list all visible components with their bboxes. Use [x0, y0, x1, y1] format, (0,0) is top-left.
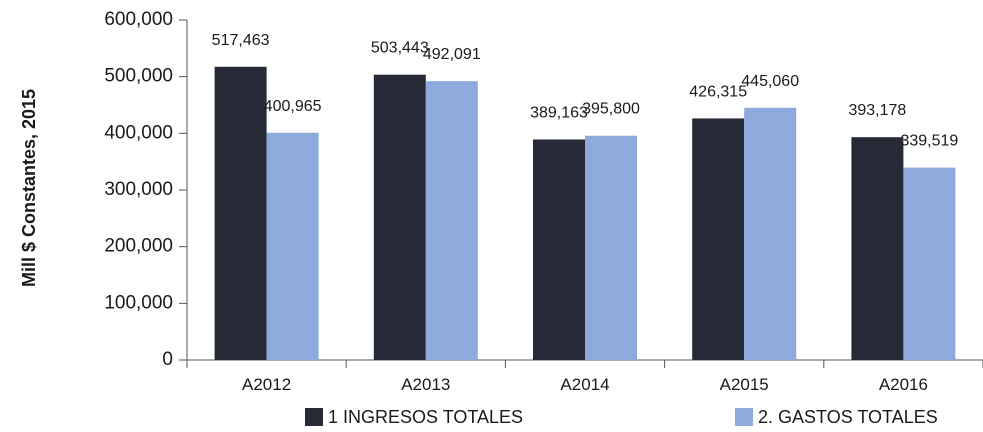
data-label: 400,965	[264, 98, 322, 115]
y-tick-label: 300,000	[104, 179, 173, 200]
data-label: 339,519	[900, 133, 958, 150]
data-label: 395,800	[582, 101, 640, 118]
bar	[373, 74, 426, 360]
y-axis-title: Mill $ Constantes, 2015	[19, 89, 39, 287]
x-tick-label: A2014	[560, 375, 609, 394]
y-tick-label: 100,000	[104, 292, 173, 313]
x-axis: A2012 A2013 A2014 A2015 A2016	[186, 359, 983, 394]
bars-group	[214, 66, 956, 360]
legend: 1 INGRESOS TOTALES 2. GASTOS TOTALES	[305, 407, 938, 427]
x-tick-label: A2015	[720, 375, 769, 394]
bar	[744, 107, 797, 360]
data-label: 517,463	[212, 32, 270, 49]
bar	[266, 132, 319, 360]
legend-label: 2. GASTOS TOTALES	[758, 407, 938, 427]
y-tick-label: 500,000	[104, 66, 173, 87]
bar	[425, 81, 478, 360]
legend-label: 1 INGRESOS TOTALES	[328, 407, 523, 427]
y-tick-label: 400,000	[104, 122, 173, 143]
bar	[903, 167, 956, 360]
bar	[585, 135, 637, 360]
data-label: 426,315	[689, 83, 747, 100]
data-label: 503,443	[371, 40, 429, 57]
bar	[214, 66, 267, 360]
data-label: 492,091	[423, 46, 481, 63]
x-tick-label: A2016	[879, 375, 928, 394]
y-tick-label: 0	[162, 349, 173, 370]
legend-swatch	[735, 408, 753, 426]
y-tick-label: 200,000	[104, 236, 173, 257]
data-label: 445,060	[741, 73, 799, 90]
x-tick-label: A2012	[242, 375, 291, 394]
legend-swatch	[305, 408, 323, 426]
data-label: 393,178	[848, 102, 906, 119]
y-tick-label: 600,000	[104, 9, 173, 30]
bar	[851, 137, 904, 360]
bar	[692, 118, 745, 360]
bar	[533, 139, 585, 360]
x-tick-label: A2013	[401, 375, 450, 394]
data-label: 389,163	[530, 104, 588, 121]
y-axis: 0 100,000 200,000 300,000 400,000 500,000 600,…	[104, 9, 188, 370]
